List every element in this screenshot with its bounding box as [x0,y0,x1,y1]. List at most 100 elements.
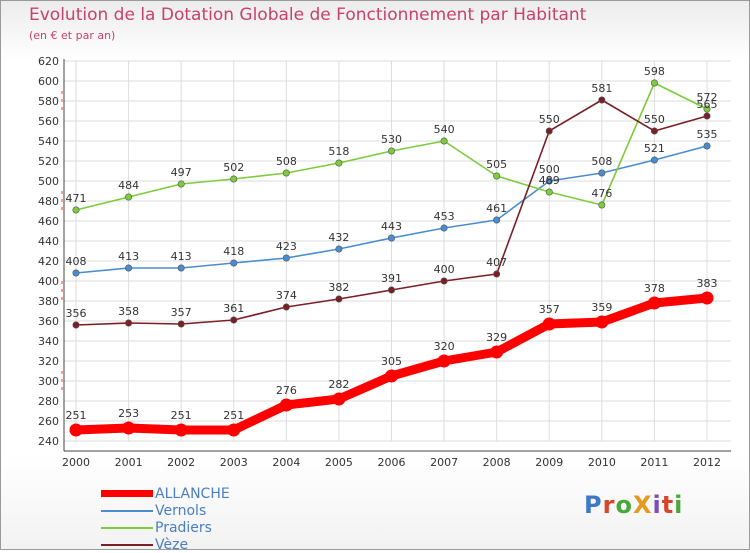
data-point [650,79,658,87]
data-labels: 408 413 413 418 423 432 443 453 461 500 508 521 535 4… [66,65,718,422]
data-point [545,127,553,135]
data-point [598,201,606,209]
data-point [440,277,448,285]
data-label: 305 [381,355,402,368]
data-point [125,193,133,201]
legend-label: ALLANCHE [155,485,230,502]
data-point [69,423,83,437]
data-point [387,234,395,242]
data-point [440,137,448,145]
legend-swatch [101,509,153,512]
data-point [72,321,80,329]
x-tick-label: 2010 [588,456,616,469]
data-label: 400 [434,263,455,276]
data-point [72,269,80,277]
legend-swatch [101,526,153,529]
data-label: 374 [276,289,297,302]
data-point [335,295,343,303]
data-point [282,169,290,177]
data-label: 382 [328,281,349,294]
data-point [125,264,133,272]
data-label: 565 [697,98,718,111]
data-point [335,245,343,253]
data-point [282,303,290,311]
legend-entry: ALLANCHE [101,485,230,502]
data-label: 540 [434,123,455,136]
data-point [703,105,711,113]
data-point [598,169,606,177]
data-label: 550 [539,113,560,126]
x-tick-label: 2003 [220,456,248,469]
data-point [493,172,501,180]
data-point [230,316,238,324]
chart-subtitle: (en € et par an) [29,29,116,42]
data-label: 358 [118,305,139,318]
data-point [703,142,711,150]
data-point [174,423,188,437]
data-label: 361 [223,302,244,315]
data-label: 581 [591,82,612,95]
data-point [440,224,448,232]
x-tick-label: 2006 [378,456,406,469]
data-label: 484 [118,179,139,192]
data-label: 408 [66,255,87,268]
data-label: 251 [171,409,192,422]
data-point [335,159,343,167]
data-label: 357 [539,303,560,316]
data-label: 407 [486,256,507,269]
logo-letter: r [602,491,616,519]
series-lines [69,79,714,437]
y-tick-label: 520 [38,155,59,168]
data-label: 476 [591,187,612,200]
y-tick-label: 540 [38,135,59,148]
y-tick-label: 360 [38,315,59,328]
data-label: 572 [697,91,718,104]
data-label: 461 [486,202,507,215]
data-point [332,392,346,406]
data-point [650,156,658,164]
y-tick-label: 380 [38,295,59,308]
data-point [700,291,714,305]
data-point [598,96,606,104]
x-tick-label: 2008 [483,456,511,469]
data-point [177,264,185,272]
legend-swatch [101,490,153,497]
data-label: 253 [118,407,139,420]
y-tick-label: 580 [38,95,59,108]
data-label: 383 [697,277,718,290]
y-tick-label: 320 [38,355,59,368]
logo-letter: i [652,491,662,519]
data-label: 282 [328,378,349,391]
data-label: 391 [381,272,402,285]
y-tick-label: 300 [38,375,59,388]
data-point [650,127,658,135]
data-label: 251 [223,409,244,422]
x-tick-label: 2000 [62,456,90,469]
data-point [387,147,395,155]
x-tick-labels: 2000 2001 2002 2003 2004 2005 2006 2007 2008 2009… [62,456,721,469]
data-label: 418 [223,245,244,258]
logo-letter: i [674,491,684,519]
legend-swatch [101,543,153,546]
x-tick-label: 2012 [693,456,721,469]
data-point [647,296,661,310]
y-tick-label: 560 [38,115,59,128]
data-label: 413 [118,250,139,263]
data-label: 508 [591,155,612,168]
legend-entry: Pradiers [101,519,230,536]
data-point [542,317,556,331]
data-label: 357 [171,306,192,319]
data-label: 251 [66,409,87,422]
data-point [177,180,185,188]
data-point [490,345,504,359]
logo-letter: t [661,491,675,519]
data-point [282,254,290,262]
proxiti-logo: ProXiti [584,491,683,519]
data-label: 359 [591,301,612,314]
data-label: 535 [697,128,718,141]
data-point [493,216,501,224]
data-label: 432 [328,231,349,244]
data-point [122,421,136,435]
logo-letter: o [615,491,633,519]
